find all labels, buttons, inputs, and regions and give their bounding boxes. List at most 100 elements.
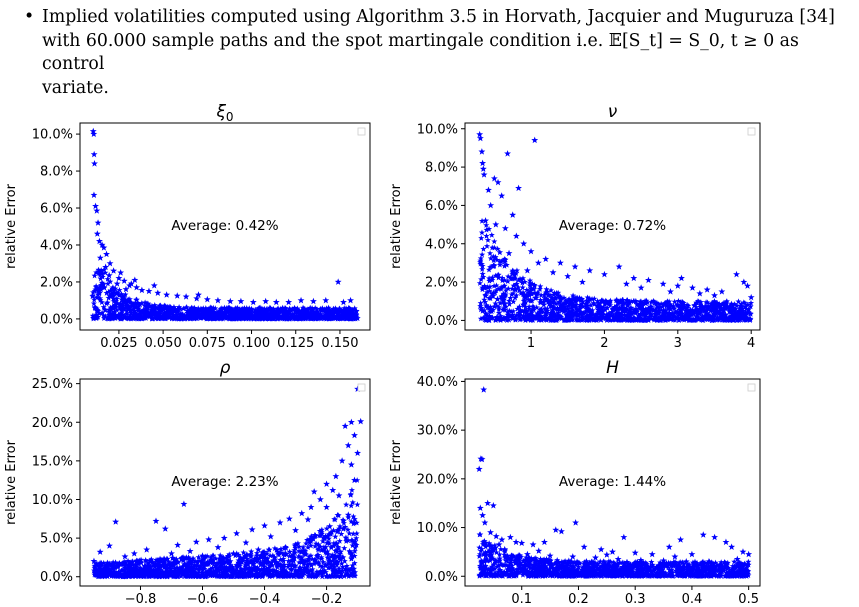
scatter-point	[637, 284, 645, 291]
scatter-point	[226, 297, 234, 305]
scatter-point	[498, 536, 506, 543]
scatter-point	[94, 219, 102, 226]
scatter-point	[682, 558, 690, 565]
legend-box	[357, 383, 366, 392]
x-tick-label: 0.1	[511, 592, 532, 607]
bullet-paragraph: • Implied volatilities computed using Al…	[24, 6, 854, 100]
scatter-point	[130, 549, 138, 557]
scatter-point	[609, 548, 616, 555]
scatter-point	[489, 502, 497, 509]
scatter-point	[248, 526, 256, 533]
legend-box	[357, 127, 366, 136]
y-tick-label: 10.0%	[417, 521, 458, 536]
scatter-point	[603, 551, 611, 558]
scatter-point	[309, 297, 317, 305]
scatter-point	[498, 192, 506, 199]
scatter-series	[475, 386, 753, 565]
scatter-point	[541, 538, 548, 546]
scatter-point	[161, 525, 169, 532]
y-tick-label: 0.0%	[40, 570, 73, 585]
y-tick-label: 8.0%	[425, 161, 458, 176]
scatter-point	[354, 449, 362, 457]
scatter-point	[571, 263, 579, 270]
scatter-point	[484, 499, 492, 507]
scatter-point	[586, 266, 594, 274]
y-tick-label: 40.0%	[417, 375, 458, 390]
scatter-point	[106, 542, 113, 549]
scatter-cloud	[476, 217, 755, 324]
scatter-point	[703, 286, 711, 293]
scatter-point	[572, 519, 580, 526]
scatter-point	[744, 282, 751, 289]
scatter-point	[220, 534, 228, 542]
scatter-point	[323, 503, 330, 511]
chart-panel-1: 1 2 3 4 0.0% 2.0% 4.0% 6.0% 8.0% 10.0% relative Er…	[389, 102, 761, 351]
legend-box	[747, 127, 756, 136]
scatter-point	[476, 130, 484, 138]
scatter-point	[150, 282, 158, 289]
scatter-point	[168, 549, 175, 557]
y-tick-label: 0.0%	[425, 570, 458, 585]
axes-frame	[464, 122, 761, 331]
scatter-point	[659, 280, 667, 287]
y-tick-label: 10.0%	[32, 128, 73, 143]
scatter-point	[705, 558, 713, 565]
scatter-point	[230, 549, 237, 557]
scatter-point	[143, 546, 151, 553]
scatter-point	[334, 278, 342, 285]
y-tick-label: 2.0%	[425, 276, 458, 291]
scatter-point	[542, 255, 550, 262]
scatter-point	[504, 150, 511, 157]
scatter-point	[120, 277, 128, 284]
scatter-point	[351, 431, 358, 439]
scatter-point	[192, 538, 200, 545]
scatter-point	[523, 266, 531, 274]
y-tick-label: 6.0%	[40, 202, 73, 217]
x-tick-label: 1	[527, 336, 535, 351]
scatter-point	[316, 495, 324, 503]
scatter-point	[122, 285, 130, 293]
chart-title: H	[606, 358, 619, 378]
scatter-point	[552, 526, 560, 533]
scatter-point	[91, 160, 98, 167]
scatter-point	[660, 557, 667, 564]
scatter-point	[689, 284, 696, 291]
scatter-point	[648, 550, 656, 558]
scatter-point	[182, 293, 190, 300]
scatter-point	[501, 545, 509, 553]
scatter-point	[476, 504, 484, 511]
scatter-point	[261, 522, 268, 529]
scatter-point	[203, 295, 211, 303]
scatter-point	[733, 555, 741, 563]
scatter-point	[523, 550, 531, 558]
scatter-point	[304, 515, 312, 523]
x-tick-label: 0.075	[189, 336, 226, 351]
caption-line-1: Implied volatilities computed using Algo…	[42, 7, 835, 27]
scatter-point	[100, 244, 108, 251]
scatter-point	[475, 465, 483, 473]
scatter-point	[480, 171, 488, 178]
scatter-point	[214, 296, 222, 304]
scatter-point	[671, 553, 679, 560]
x-tick-label: −0.8	[125, 592, 157, 607]
chart-title: ν	[608, 102, 618, 122]
y-tick-label: 25.0%	[32, 377, 73, 392]
scatter-point	[674, 282, 682, 289]
y-tick-label: 15.0%	[32, 454, 73, 469]
x-tick-label: 0.125	[277, 336, 314, 351]
y-tick-label: 10.0%	[417, 122, 458, 137]
scatter-point	[505, 249, 513, 257]
x-tick-label: 0.2	[568, 592, 589, 607]
scatter-point	[154, 289, 162, 296]
scatter-point	[90, 150, 98, 158]
scatter-point	[344, 441, 352, 449]
scatter-point	[113, 280, 121, 287]
scatter-point	[152, 517, 160, 525]
y-tick-label: 20.0%	[32, 416, 73, 431]
chart-title: ρ	[220, 358, 231, 378]
scatter-point	[482, 217, 489, 224]
scatter-point	[534, 259, 542, 266]
scatter-point	[478, 455, 486, 463]
scatter-point	[601, 270, 608, 278]
scatter-series	[90, 385, 365, 565]
